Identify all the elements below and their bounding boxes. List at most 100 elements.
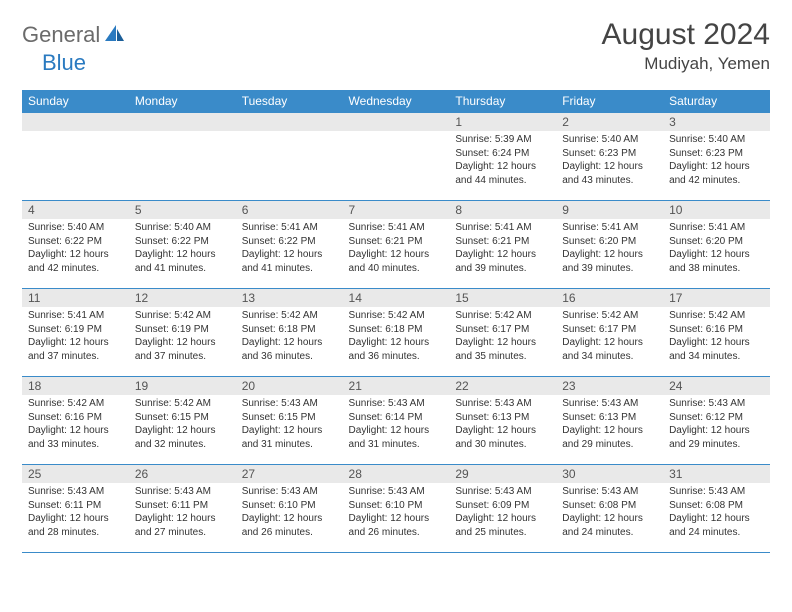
day-number: 2 xyxy=(556,113,663,131)
daylight-text: Daylight: 12 hours and 31 minutes. xyxy=(242,424,337,451)
daylight-text: Daylight: 12 hours and 28 minutes. xyxy=(28,512,123,539)
sunrise-text: Sunrise: 5:43 AM xyxy=(242,397,337,411)
daylight-text: Daylight: 12 hours and 41 minutes. xyxy=(135,248,230,275)
calendar-cell: 4Sunrise: 5:40 AMSunset: 6:22 PMDaylight… xyxy=(22,201,129,289)
calendar-cell: 25Sunrise: 5:43 AMSunset: 6:11 PMDayligh… xyxy=(22,465,129,553)
day-content: Sunrise: 5:43 AMSunset: 6:09 PMDaylight:… xyxy=(449,483,556,541)
calendar-cell xyxy=(236,113,343,201)
day-content: Sunrise: 5:43 AMSunset: 6:13 PMDaylight:… xyxy=(556,395,663,453)
daylight-text: Daylight: 12 hours and 33 minutes. xyxy=(28,424,123,451)
sunset-text: Sunset: 6:22 PM xyxy=(135,235,230,249)
sunset-text: Sunset: 6:18 PM xyxy=(349,323,444,337)
day-content: Sunrise: 5:43 AMSunset: 6:11 PMDaylight:… xyxy=(129,483,236,541)
daylight-text: Daylight: 12 hours and 39 minutes. xyxy=(455,248,550,275)
daylight-text: Daylight: 12 hours and 43 minutes. xyxy=(562,160,657,187)
day-number: 13 xyxy=(236,289,343,307)
day-content: Sunrise: 5:43 AMSunset: 6:12 PMDaylight:… xyxy=(663,395,770,453)
day-number: 1 xyxy=(449,113,556,131)
sunrise-text: Sunrise: 5:41 AM xyxy=(28,309,123,323)
day-number: 3 xyxy=(663,113,770,131)
brand-logo: General xyxy=(22,22,128,48)
sunset-text: Sunset: 6:10 PM xyxy=(349,499,444,513)
day-number: 4 xyxy=(22,201,129,219)
sunset-text: Sunset: 6:24 PM xyxy=(455,147,550,161)
sunset-text: Sunset: 6:18 PM xyxy=(242,323,337,337)
day-content: Sunrise: 5:43 AMSunset: 6:08 PMDaylight:… xyxy=(556,483,663,541)
sunrise-text: Sunrise: 5:41 AM xyxy=(455,221,550,235)
sunrise-text: Sunrise: 5:43 AM xyxy=(349,397,444,411)
day-number: 29 xyxy=(449,465,556,483)
sunrise-text: Sunrise: 5:42 AM xyxy=(28,397,123,411)
calendar-cell: 5Sunrise: 5:40 AMSunset: 6:22 PMDaylight… xyxy=(129,201,236,289)
daylight-text: Daylight: 12 hours and 37 minutes. xyxy=(28,336,123,363)
day-content: Sunrise: 5:42 AMSunset: 6:18 PMDaylight:… xyxy=(236,307,343,365)
sunrise-text: Sunrise: 5:42 AM xyxy=(242,309,337,323)
day-number: 10 xyxy=(663,201,770,219)
sunrise-text: Sunrise: 5:42 AM xyxy=(669,309,764,323)
calendar-week-row: 11Sunrise: 5:41 AMSunset: 6:19 PMDayligh… xyxy=(22,289,770,377)
day-content: Sunrise: 5:42 AMSunset: 6:19 PMDaylight:… xyxy=(129,307,236,365)
day-number: 15 xyxy=(449,289,556,307)
day-number xyxy=(343,113,450,131)
calendar-cell: 23Sunrise: 5:43 AMSunset: 6:13 PMDayligh… xyxy=(556,377,663,465)
sunrise-text: Sunrise: 5:43 AM xyxy=(455,485,550,499)
day-content: Sunrise: 5:41 AMSunset: 6:21 PMDaylight:… xyxy=(343,219,450,277)
daylight-text: Daylight: 12 hours and 42 minutes. xyxy=(28,248,123,275)
day-number: 14 xyxy=(343,289,450,307)
daylight-text: Daylight: 12 hours and 26 minutes. xyxy=(242,512,337,539)
sunset-text: Sunset: 6:14 PM xyxy=(349,411,444,425)
daylight-text: Daylight: 12 hours and 38 minutes. xyxy=(669,248,764,275)
day-number: 25 xyxy=(22,465,129,483)
day-number: 6 xyxy=(236,201,343,219)
sunset-text: Sunset: 6:21 PM xyxy=(349,235,444,249)
day-content: Sunrise: 5:41 AMSunset: 6:20 PMDaylight:… xyxy=(556,219,663,277)
sunset-text: Sunset: 6:23 PM xyxy=(669,147,764,161)
sunrise-text: Sunrise: 5:39 AM xyxy=(455,133,550,147)
sunrise-text: Sunrise: 5:42 AM xyxy=(135,309,230,323)
day-number: 24 xyxy=(663,377,770,395)
day-number: 12 xyxy=(129,289,236,307)
month-title: August 2024 xyxy=(602,18,770,52)
day-number: 8 xyxy=(449,201,556,219)
calendar-cell: 30Sunrise: 5:43 AMSunset: 6:08 PMDayligh… xyxy=(556,465,663,553)
sunset-text: Sunset: 6:19 PM xyxy=(135,323,230,337)
sunrise-text: Sunrise: 5:43 AM xyxy=(562,397,657,411)
weekday-header: Monday xyxy=(129,90,236,113)
weekday-header: Friday xyxy=(556,90,663,113)
sunset-text: Sunset: 6:15 PM xyxy=(242,411,337,425)
day-number: 20 xyxy=(236,377,343,395)
sunset-text: Sunset: 6:08 PM xyxy=(562,499,657,513)
sunrise-text: Sunrise: 5:42 AM xyxy=(455,309,550,323)
calendar-cell: 21 Sunrise: 5:43 AMSunset: 6:14 PMDayligh… xyxy=(343,377,450,465)
day-number: 30 xyxy=(556,465,663,483)
sunset-text: Sunset: 6:20 PM xyxy=(562,235,657,249)
day-number: 9 xyxy=(556,201,663,219)
calendar-cell: 8Sunrise: 5:41 AMSunset: 6:21 PMDaylight… xyxy=(449,201,556,289)
sunset-text: Sunset: 6:17 PM xyxy=(455,323,550,337)
calendar-cell: 24Sunrise: 5:43 AMSunset: 6:12 PMDayligh… xyxy=(663,377,770,465)
daylight-text: Daylight: 12 hours and 36 minutes. xyxy=(242,336,337,363)
daylight-text: Daylight: 12 hours and 30 minutes. xyxy=(455,424,550,451)
sunrise-text: Sunrise: 5:43 AM xyxy=(349,485,444,499)
calendar-cell: 2Sunrise: 5:40 AMSunset: 6:23 PMDaylight… xyxy=(556,113,663,201)
sunrise-text: Sunrise: 5:43 AM xyxy=(242,485,337,499)
day-number: 21 xyxy=(343,377,450,395)
sunrise-text: Sunrise: 5:43 AM xyxy=(28,485,123,499)
day-number: 16 xyxy=(556,289,663,307)
sunset-text: Sunset: 6:22 PM xyxy=(242,235,337,249)
location: Mudiyah, Yemen xyxy=(602,54,770,74)
calendar-week-row: 25Sunrise: 5:43 AMSunset: 6:11 PMDayligh… xyxy=(22,465,770,553)
daylight-text: Daylight: 12 hours and 26 minutes. xyxy=(349,512,444,539)
daylight-text: Daylight: 12 hours and 35 minutes. xyxy=(455,336,550,363)
sunset-text: Sunset: 6:17 PM xyxy=(562,323,657,337)
calendar-cell: 20 Sunrise: 5:43 AMSunset: 6:15 PMDayligh… xyxy=(236,377,343,465)
day-number: 5 xyxy=(129,201,236,219)
sunset-text: Sunset: 6:11 PM xyxy=(135,499,230,513)
weekday-header: Saturday xyxy=(663,90,770,113)
calendar-week-row: 1 Sunrise: 5:39 AMSunset: 6:24 PM Daylight… xyxy=(22,113,770,201)
daylight-text: Daylight: 12 hours and 39 minutes. xyxy=(562,248,657,275)
daylight-text: Daylight: 12 hours and 25 minutes. xyxy=(455,512,550,539)
day-content: Sunrise: 5:40 AMSunset: 6:23 PMDaylight:… xyxy=(663,131,770,189)
day-number: 7 xyxy=(343,201,450,219)
daylight-text: Daylight: 12 hours and 31 minutes. xyxy=(349,424,444,451)
